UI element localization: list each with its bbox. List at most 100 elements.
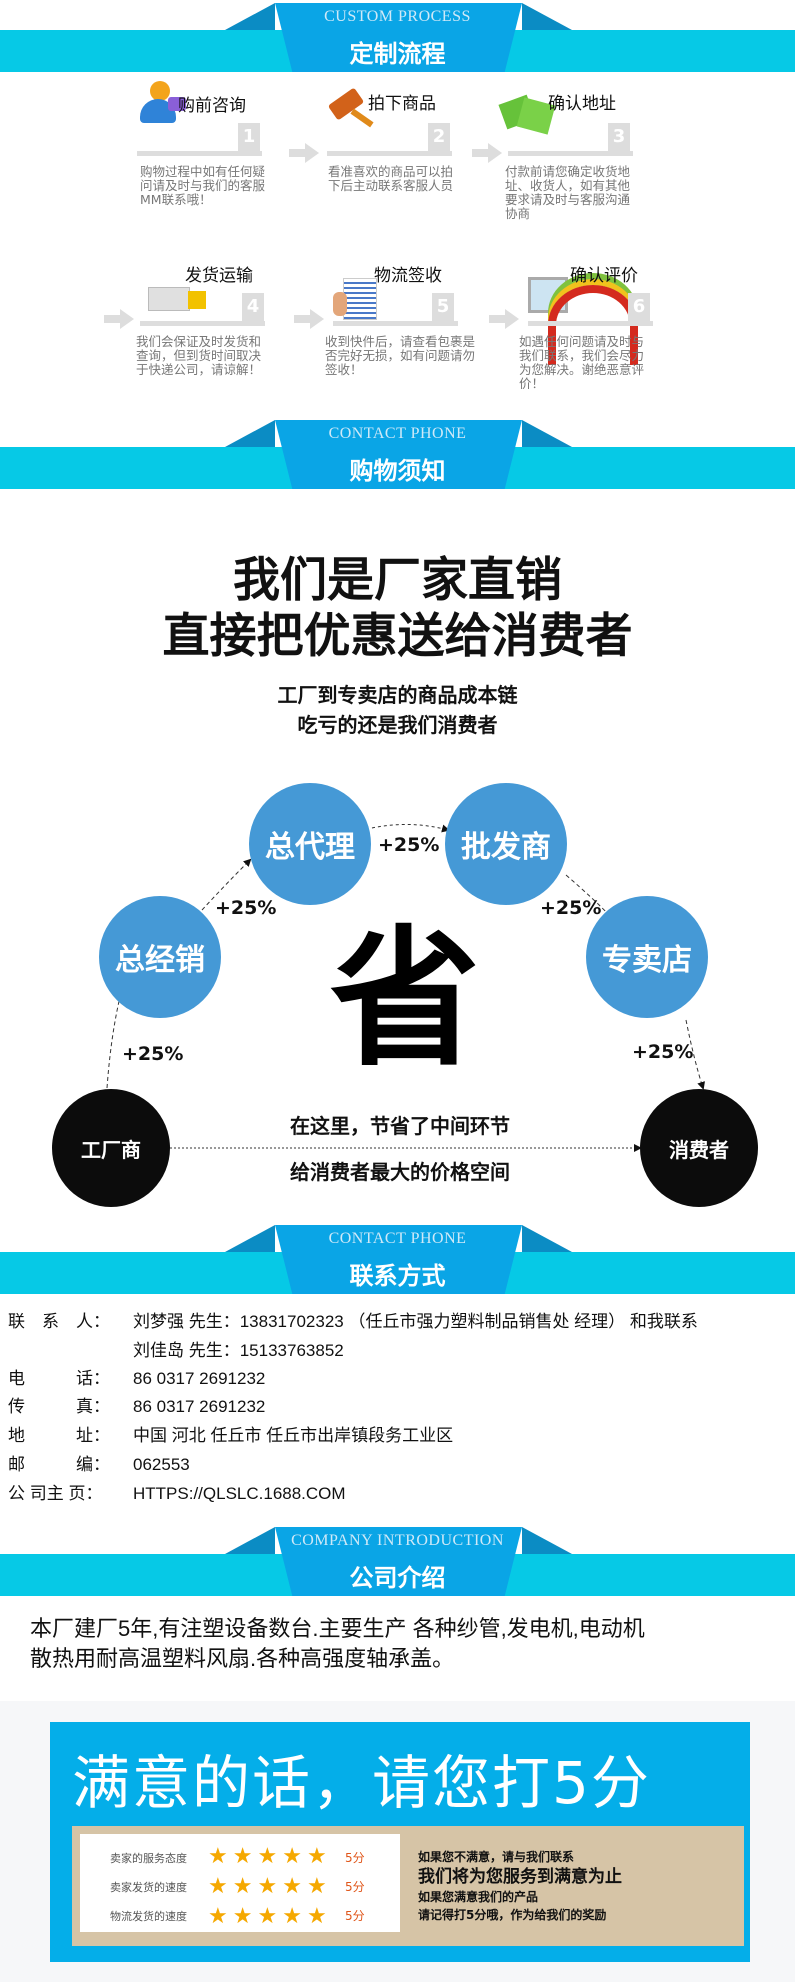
rating-score: 5分 bbox=[345, 1909, 365, 1923]
rating-label: 卖家发货的速度 bbox=[110, 1881, 187, 1894]
star-icon: ★ bbox=[232, 1874, 253, 1899]
contact-value: 刘梦强 先生：13831702323 （任丘市强力塑料制品销售处 经理） 和我联… bbox=[133, 1312, 698, 1331]
node-factory: 工厂商 bbox=[52, 1089, 170, 1207]
delivery-truck-icon bbox=[148, 283, 208, 323]
markup-label: +25% bbox=[122, 1043, 184, 1065]
banner-subtitle: CUSTOM PROCESS bbox=[324, 8, 471, 25]
process-steps: 购前咨询 1 购物过程中如有任何疑问请及时与我们的客服MM联系哦！ 拍下商品 2… bbox=[0, 73, 795, 405]
star-row: ★ ★ ★ ★ ★ bbox=[208, 1872, 332, 1902]
contact-label: 电 话： bbox=[8, 1369, 110, 1388]
star-icon: ★ bbox=[282, 1874, 302, 1899]
rating-label: 物流发货的速度 bbox=[110, 1910, 187, 1923]
star-row: ★ ★ ★ ★ ★ bbox=[208, 1902, 332, 1932]
step-title: 发货运输 bbox=[185, 266, 253, 286]
step-title: 确认评价 bbox=[570, 266, 638, 286]
rating-card: 满意的话，请您打5分 卖家的服务态度 卖家发货的速度 物流发货的速度 ★ ★ ★ ★ ★… bbox=[50, 1722, 750, 1962]
star-icon: ★ bbox=[282, 1904, 302, 1929]
headline-line-1: 我们是厂家直销 bbox=[233, 553, 562, 608]
node-retail-store: 专卖店 bbox=[586, 896, 708, 1018]
rating-section: 满意的话，请您打5分 卖家的服务态度 卖家发货的速度 物流发货的速度 ★ ★ ★ ★ ★… bbox=[0, 1701, 795, 1982]
homepage-link[interactable]: HTTPS://QLSLC.1688.COM bbox=[133, 1484, 346, 1503]
rating-message-2: 我们将为您服务到满意为止 bbox=[418, 1867, 622, 1887]
star-row: ★ ★ ★ ★ ★ bbox=[208, 1842, 332, 1872]
arrow-right-icon bbox=[472, 143, 502, 163]
intro-line-2: 散热用耐高温塑料风扇.各种高强度轴承盖。 bbox=[30, 1646, 455, 1671]
markup-label: +25% bbox=[378, 834, 440, 856]
step-description: 购物过程中如有任何疑问请及时与我们的客服MM联系哦！ bbox=[140, 164, 266, 207]
step-title: 拍下商品 bbox=[368, 94, 436, 114]
rating-score: 5分 bbox=[345, 1851, 365, 1865]
step-number: 1 bbox=[238, 123, 260, 151]
contact-label: 联 系 人： bbox=[8, 1312, 110, 1331]
contact-value: 86 0317 2691232 bbox=[133, 1397, 266, 1416]
node-wholesaler: 批发商 bbox=[445, 783, 567, 905]
step-number: 5 bbox=[432, 293, 454, 321]
rating-message-1: 如果您不满意，请与我们联系 bbox=[418, 1850, 575, 1864]
contact-row-homepage: 公 司主 页： HTTPS://QLSLC.1688.COM bbox=[8, 1479, 346, 1504]
arrow-right-icon bbox=[104, 309, 134, 329]
banner-title: 购物须知 bbox=[349, 457, 446, 485]
step-description: 看准喜欢的商品可以拍下后主动联系客服人员 bbox=[328, 164, 454, 193]
section-banner-shopping-notice: CONTACT PHONE 购物须知 bbox=[0, 417, 795, 489]
banner-subtitle: CONTACT PHONE bbox=[328, 425, 467, 442]
star-icon: ★ bbox=[257, 1904, 278, 1929]
promo-headline: 我们是厂家直销 直接把优惠送给消费者 bbox=[0, 553, 795, 665]
rating-message: 如果您不满意，请与我们联系 我们将为您服务到满意为止 如果您满意我们的产品 请记… bbox=[418, 1848, 622, 1924]
rating-message-3: 如果您满意我们的产品 bbox=[418, 1890, 539, 1904]
star-icon: ★ bbox=[208, 1844, 228, 1869]
contact-value: 中国 河北 任丘市 任丘市出岸镇段务工业区 bbox=[133, 1426, 454, 1445]
contact-row-fax: 传 真： 86 0317 2691232 bbox=[8, 1392, 265, 1417]
step-number: 2 bbox=[428, 123, 450, 151]
step-description: 收到快件后，请查看包裹是否完好无损，如有问题请勿签收！ bbox=[325, 334, 476, 377]
banner-title: 定制流程 bbox=[349, 40, 446, 68]
step-divider bbox=[137, 151, 262, 156]
step-title: 物流签收 bbox=[374, 266, 442, 286]
arrow-right-icon bbox=[289, 143, 319, 163]
rating-label: 卖家的服务态度 bbox=[110, 1852, 187, 1865]
save-character: 省 bbox=[329, 913, 480, 1087]
markup-label: +25% bbox=[632, 1041, 694, 1063]
subheadline-line-1: 工厂到专卖店的商品成本链 bbox=[277, 683, 518, 707]
rating-list: 卖家的服务态度 卖家发货的速度 物流发货的速度 ★ ★ ★ ★ ★ ★ ★ ★ ★ ★ ★ ★ ★ ★… bbox=[80, 1834, 400, 1932]
rating-title: 满意的话，请您打5分 bbox=[72, 1749, 651, 1817]
step-divider bbox=[333, 321, 458, 326]
subheadline-line-2: 吃亏的还是我们消费者 bbox=[297, 713, 498, 737]
star-icon: ★ bbox=[257, 1844, 278, 1869]
section-banner-custom-process: CUSTOM PROCESS 定制流程 bbox=[0, 0, 795, 72]
rating-panel: 卖家的服务态度 卖家发货的速度 物流发货的速度 ★ ★ ★ ★ ★ ★ ★ ★ ★ ★ ★ ★ ★ ★… bbox=[72, 1826, 744, 1946]
arrow-right-icon bbox=[489, 309, 519, 329]
rating-labels: 卖家的服务态度 卖家发货的速度 物流发货的速度 bbox=[110, 1844, 187, 1931]
promo-subheadline: 工厂到专卖店的商品成本链 吃亏的还是我们消费者 bbox=[0, 680, 795, 740]
contact-label: 传 真： bbox=[8, 1397, 110, 1416]
section-banner-company-intro: COMPANY INTRODUCTION 公司介绍 bbox=[0, 1524, 795, 1596]
star-icon: ★ bbox=[306, 1904, 327, 1929]
rating-message-4: 请记得打5分哦，作为给我们的奖励 bbox=[418, 1908, 607, 1922]
node-consumer: 消费者 bbox=[640, 1089, 758, 1207]
banner-subtitle: CONTACT PHONE bbox=[328, 1230, 467, 1247]
step-divider bbox=[327, 151, 452, 156]
rating-scores: 5分 5分 5分 bbox=[345, 1844, 365, 1931]
sign-document-icon bbox=[333, 278, 379, 324]
star-icon: ★ bbox=[257, 1874, 278, 1899]
step-divider bbox=[140, 321, 265, 326]
banner-title: 公司介绍 bbox=[349, 1564, 446, 1592]
star-icon: ★ bbox=[306, 1844, 327, 1869]
step-title: 购前咨询 bbox=[178, 96, 246, 116]
intro-line-1: 本厂建厂5年,有注塑设备数台.主要生产 各种纱管,发电机,电动机 bbox=[30, 1616, 645, 1641]
arrow-right-icon bbox=[294, 309, 324, 329]
markup-label: +25% bbox=[540, 897, 602, 919]
contact-label: 公 司主 页： bbox=[8, 1484, 103, 1503]
star-icon: ★ bbox=[232, 1904, 253, 1929]
step-title: 确认地址 bbox=[548, 94, 616, 114]
step-description: 付款前请您确定收货地址、收货人，如有其他要求请及时与客服沟通协商 bbox=[505, 164, 631, 221]
contact-label: 地 址： bbox=[8, 1426, 110, 1445]
step-description: 如遇任何问题请及时与我们联系，我们会尽力为您解决。谢绝恶意评价！ bbox=[519, 334, 645, 391]
node-general-distributor: 总经销 bbox=[99, 896, 221, 1018]
company-intro: 本厂建厂5年,有注塑设备数台.主要生产 各种纱管,发电机,电动机 散热用耐高温塑… bbox=[30, 1614, 645, 1674]
contact-value: 86 0317 2691232 bbox=[133, 1369, 266, 1388]
rating-score: 5分 bbox=[345, 1880, 365, 1894]
contact-value: 062553 bbox=[133, 1455, 190, 1474]
contact-row-postcode: 邮 编： 062553 bbox=[8, 1450, 190, 1475]
contact-row-person-2: 刘佳岛 先生：15133763852 bbox=[8, 1336, 344, 1361]
node-general-agent: 总代理 bbox=[249, 783, 371, 905]
